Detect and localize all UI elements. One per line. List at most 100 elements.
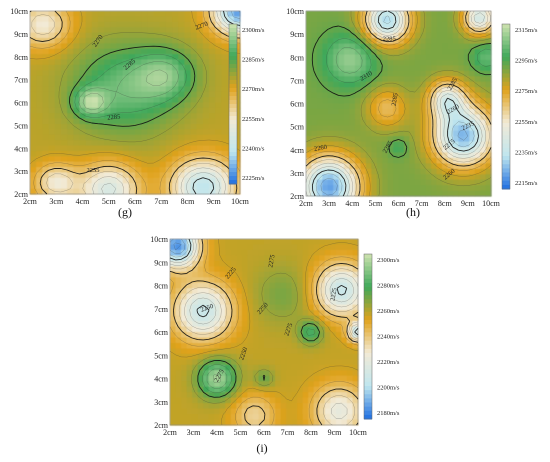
heatmap-cell [73, 161, 81, 168]
contour-line [78, 61, 179, 114]
heatmap-cell [264, 277, 271, 284]
heatmap-cell [36, 91, 43, 98]
heatmap-cell [190, 91, 198, 98]
heatmap-cell [30, 172, 37, 179]
heatmap-cell [241, 239, 249, 246]
heatmap-cell [311, 130, 318, 137]
colorbar-segment [364, 299, 372, 305]
heatmap-cell [431, 125, 438, 132]
heatmap-cell [236, 293, 243, 300]
heatmap-cell [371, 38, 378, 45]
heatmap-cell [192, 392, 199, 399]
heatmap-cell [403, 27, 410, 34]
heatmap-cell [181, 381, 188, 388]
heatmap-cell [202, 177, 210, 184]
heatmap-cell [122, 167, 130, 174]
heatmap-cell [215, 124, 223, 131]
heatmap-cell [469, 136, 476, 143]
heatmap-cell [341, 326, 348, 333]
heatmap-cell [91, 129, 99, 136]
heatmap-cell [116, 183, 124, 190]
contour-line [169, 238, 359, 426]
heatmap-cell [333, 163, 340, 170]
heatmap-cell [36, 161, 43, 168]
heatmap-cell [215, 54, 223, 61]
heatmap-cell [209, 177, 216, 184]
heatmap-cell [241, 359, 249, 366]
heatmap-cell [30, 145, 37, 152]
colorbar-segment [364, 262, 372, 267]
contour-line [311, 25, 492, 158]
heatmap-cell [135, 145, 142, 152]
heatmap-cell [349, 108, 356, 115]
heatmap-cell [184, 177, 192, 184]
colorbar-segment [229, 56, 237, 61]
heatmap-cell [85, 145, 93, 152]
heatmap-cell [327, 11, 334, 18]
heatmap-cell [398, 65, 405, 72]
heatmap-cell [297, 332, 304, 339]
heatmap-cell [230, 282, 237, 289]
heatmap-cell [219, 288, 226, 295]
heatmap-cell [269, 293, 276, 300]
colorbar-segment [229, 24, 237, 29]
heatmap-cell [172, 80, 179, 87]
heatmap-cell [269, 299, 276, 306]
heatmap-cell [286, 266, 293, 273]
colorbar-segment [364, 406, 372, 412]
heatmap-cell [414, 65, 421, 72]
heatmap-cell [67, 27, 74, 34]
heatmap-cell [36, 86, 43, 93]
heatmap-cell [209, 21, 216, 28]
heatmap-cell [60, 16, 68, 23]
heatmap-cell [42, 150, 50, 157]
heatmap-cell [214, 244, 221, 251]
heatmap-cell [485, 76, 492, 83]
heatmap-cell [306, 114, 313, 121]
heatmap-cell [197, 315, 204, 322]
heatmap-cell [452, 125, 459, 132]
heatmap-cell [414, 98, 421, 105]
heatmap-cell [91, 59, 99, 66]
heatmap-cell [387, 11, 394, 18]
heatmap-cell [275, 403, 282, 410]
heatmap-cell [398, 27, 405, 34]
heatmap-cell [60, 91, 68, 98]
heatmap-cell [184, 107, 192, 114]
heatmap-cell [425, 92, 432, 99]
heatmap-cell [425, 174, 432, 181]
heatmap-cell [252, 392, 260, 399]
heatmap-cell [393, 174, 400, 181]
heatmap-cell [313, 386, 320, 393]
heatmap-cell [196, 124, 204, 131]
heatmap-cell [54, 32, 62, 39]
colorbar-segment [229, 72, 237, 77]
heatmap-cell [79, 129, 87, 136]
heatmap-cell [474, 11, 481, 18]
heatmap-cell [420, 168, 427, 175]
heatmap-cell [376, 27, 383, 34]
heatmap-cell [382, 141, 389, 148]
heatmap-cell [286, 239, 293, 246]
heatmap-cell [190, 150, 198, 157]
heatmap-cell [306, 152, 313, 159]
heatmap-cell [181, 315, 188, 322]
heatmap-cell [91, 161, 99, 168]
heatmap-cell [196, 107, 204, 114]
heatmap-cell [184, 102, 192, 109]
heatmap-cell [474, 65, 481, 72]
heatmap-cell [147, 183, 155, 190]
heatmap-cell [344, 11, 351, 18]
heatmap-cell [91, 140, 99, 147]
heatmap-cell [306, 130, 313, 137]
colorbar-segment [364, 266, 372, 272]
heatmap-cell [73, 16, 81, 23]
heatmap-cell [291, 370, 298, 377]
heatmap-cell [48, 107, 56, 114]
heatmap-cell [104, 48, 111, 55]
heatmap-cell [275, 255, 282, 262]
heatmap-cell [186, 277, 193, 284]
heatmap-cell [308, 293, 315, 300]
heatmap-cell [275, 332, 282, 339]
heatmap-cell [403, 76, 410, 83]
